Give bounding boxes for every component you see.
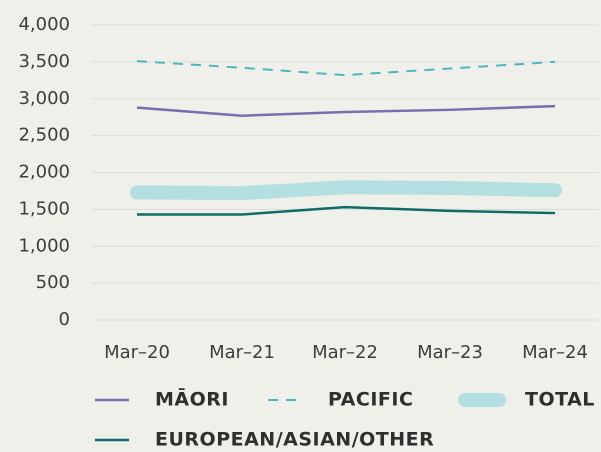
x-tick-label: Mar–20 bbox=[104, 342, 170, 363]
y-tick-label: 3,500 bbox=[18, 51, 70, 72]
series-line bbox=[136, 104, 556, 117]
y-tick-label: 3,000 bbox=[18, 88, 70, 109]
y-tick-label: 1,500 bbox=[18, 198, 70, 219]
y-tick-label: 0 bbox=[59, 309, 70, 330]
y-tick-label: 4,000 bbox=[18, 14, 70, 35]
legend-label: TOTAL bbox=[525, 389, 595, 411]
series-line bbox=[136, 60, 556, 77]
x-tick-label: Mar–24 bbox=[522, 342, 588, 363]
x-tick-label: Mar–21 bbox=[209, 342, 275, 363]
x-tick-label: Mar–23 bbox=[417, 342, 483, 363]
x-tick-label: Mar–22 bbox=[312, 342, 378, 363]
y-tick-label: 2,500 bbox=[18, 125, 70, 146]
y-tick-label: 2,000 bbox=[18, 162, 70, 183]
series-line bbox=[137, 205, 556, 216]
legend-label: MĀORI bbox=[155, 388, 229, 411]
y-tick-label: 1,000 bbox=[18, 235, 70, 256]
legend-label: EUROPEAN/ASIAN/OTHER bbox=[155, 429, 434, 451]
series-line bbox=[130, 180, 562, 201]
legend-label: PACIFIC bbox=[328, 389, 413, 411]
y-tick-label: 500 bbox=[36, 272, 70, 293]
